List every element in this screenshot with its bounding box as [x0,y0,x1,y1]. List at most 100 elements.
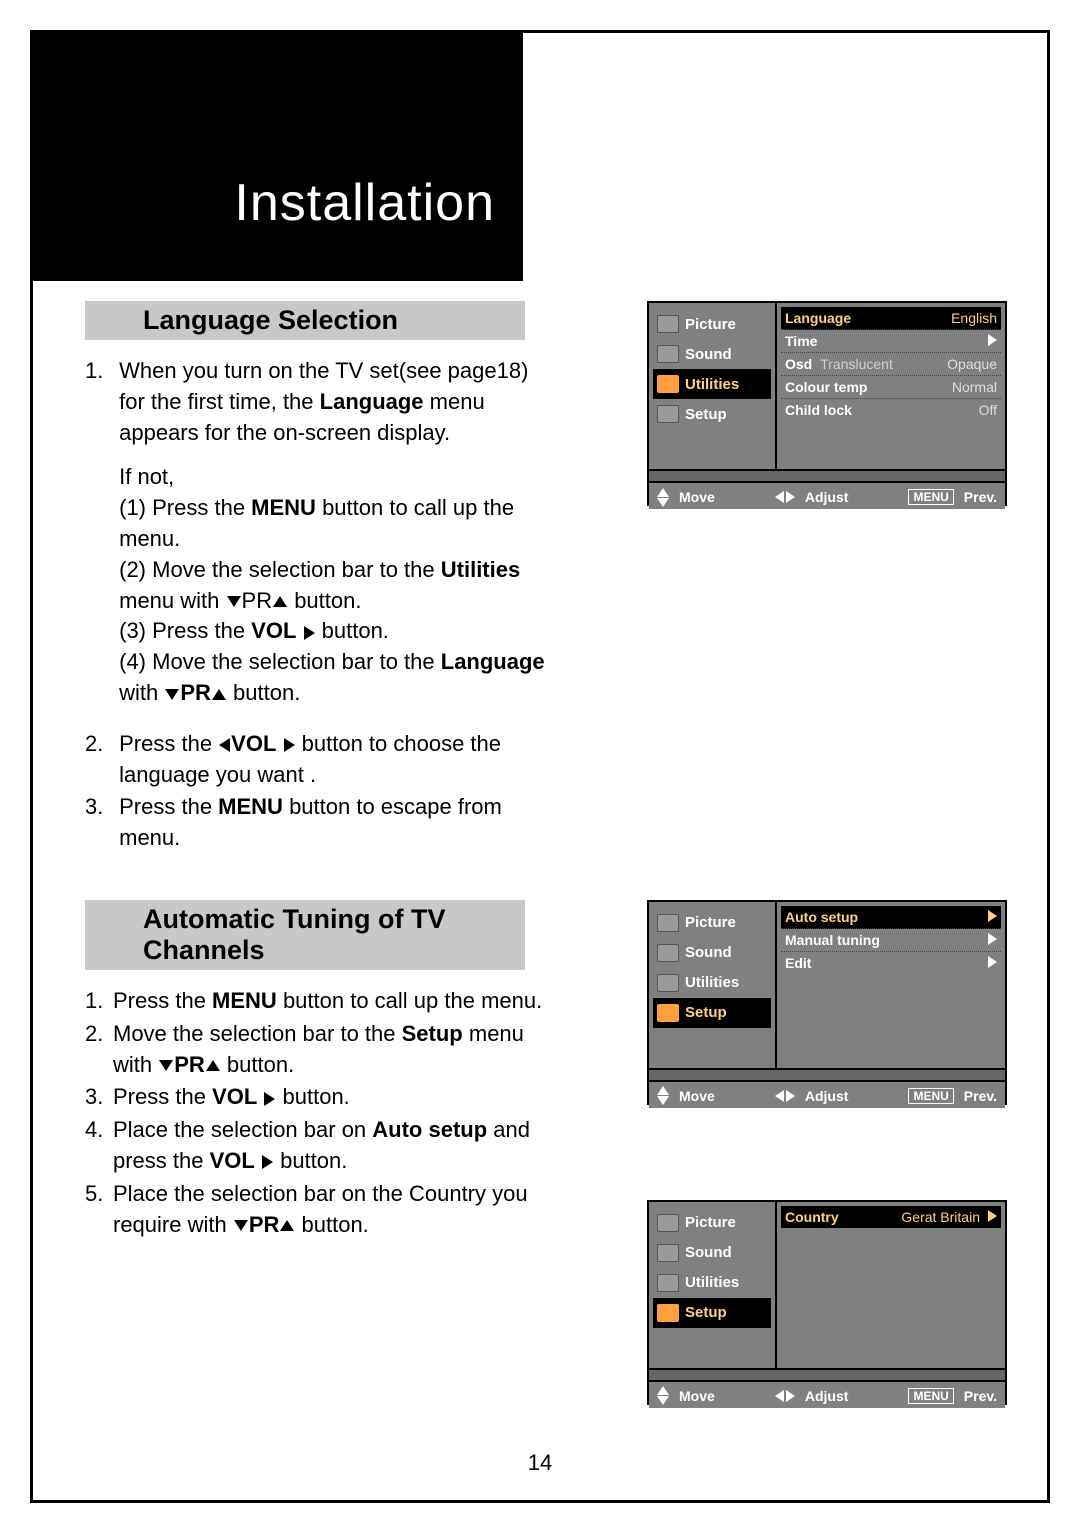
step-number: 2. [85,729,113,760]
osd-row-colour-temp[interactable]: Colour tempNormal [781,376,1001,399]
right-triangle-icon [988,1210,997,1222]
footer-prev-label: Prev. [964,1088,997,1104]
page-title: Installation [234,173,495,233]
section-heading: Language Selection [85,301,525,340]
updown-arrows-icon [657,1386,669,1405]
osd-stripe [649,1368,1005,1380]
down-triangle-icon [159,1060,173,1071]
osd-row-language[interactable]: LanguageEnglish [781,307,1001,330]
utilities-icon [657,375,679,393]
updown-arrows-icon [657,488,669,507]
up-triangle-icon [212,689,226,700]
footer-adjust-label: Adjust [805,489,849,505]
up-triangle-icon [280,1220,294,1231]
right-triangle-icon [304,626,315,640]
footer-move-label: Move [679,489,715,505]
osd-row-child-lock[interactable]: Child lockOff [781,399,1001,421]
osd-footer: Move Adjust MENU Prev. [649,481,1005,509]
section-auto-tuning: Automatic Tuning of TV Channels 1.Press … [85,900,1007,1240]
footer-menu-box: MENU [908,1388,953,1404]
footer-adjust-label: Adjust [805,1088,849,1104]
utilities-icon [657,1274,679,1292]
footer-prev-label: Prev. [964,1388,997,1404]
page-frame: Installation Language Selection 1. When … [30,30,1050,1503]
osd-tab-utilities[interactable]: Utilities [653,968,771,998]
picture-icon [657,315,679,333]
list-item: 4.Place the selection bar on Auto setup … [85,1115,1007,1177]
step-text: Press the MENU button to escape from men… [119,792,549,854]
section-heading: Automatic Tuning of TV Channels [85,900,525,970]
right-triangle-icon [988,956,997,968]
osd-tab-sound[interactable]: Sound [653,339,771,369]
osd-row-edit[interactable]: Edit [781,952,1001,974]
utilities-icon [657,974,679,992]
setup-icon [657,1304,679,1322]
osd-tab-sound[interactable]: Sound [653,938,771,968]
section-language-selection: Language Selection 1. When you turn on t… [85,301,1007,854]
right-triangle-icon [262,1155,273,1169]
step-text: Press the VOL button to choose the langu… [119,729,549,791]
right-triangle-icon [264,1092,275,1106]
header-black-box: Installation [33,33,523,281]
if-not-text: If not, [119,464,174,489]
footer-move-label: Move [679,1088,715,1104]
down-triangle-icon [227,596,241,607]
setup-icon [657,405,679,423]
osd-row-auto-setup[interactable]: Auto setup [781,906,1001,929]
picture-icon [657,1214,679,1232]
footer-move-label: Move [679,1388,715,1404]
osd-tab-utilities[interactable]: Utilities [653,1268,771,1298]
osd-panel-setup: Picture Sound Utilities Setup Auto setup… [647,900,1007,1105]
osd-row-country[interactable]: CountryGerat Britain [781,1206,1001,1228]
sublist: (1) Press the MENU button to call up the… [119,493,549,709]
footer-adjust-label: Adjust [805,1388,849,1404]
osd-right-panel: Auto setup Manual tuning Edit [777,902,1005,1068]
osd-body: Picture Sound Utilities Setup Auto setup… [649,902,1005,1068]
sound-icon [657,944,679,962]
osd-stripe [649,1068,1005,1080]
sound-icon [657,1244,679,1262]
osd-footer: Move Adjust MENU Prev. [649,1380,1005,1408]
osd-panel-utilities: Picture Sound Utilities Setup LanguageEn… [647,301,1007,506]
down-triangle-icon [234,1220,248,1231]
down-triangle-icon [165,689,179,700]
step-number: 3. [85,792,113,823]
osd-panel-country: Picture Sound Utilities Setup CountryGer… [647,1200,1007,1405]
picture-icon [657,914,679,932]
osd-tab-sound[interactable]: Sound [653,1238,771,1268]
step-number: 1. [85,356,113,387]
osd-stripe [649,469,1005,481]
osd-row-manual-tuning[interactable]: Manual tuning [781,929,1001,952]
osd-tab-setup[interactable]: Setup [653,1298,771,1328]
sound-icon [657,345,679,363]
list-item: 3. Press the MENU button to escape from … [85,792,1007,854]
page-number: 14 [33,1450,1047,1476]
leftright-arrows-icon [775,491,795,503]
osd-body: Picture Sound Utilities Setup LanguageEn… [649,303,1005,469]
right-triangle-icon [988,933,997,945]
osd-tab-picture[interactable]: Picture [653,1208,771,1238]
osd-body: Picture Sound Utilities Setup CountryGer… [649,1202,1005,1368]
step-text: When you turn on the TV set(see page18) … [119,356,549,709]
list-item: 2. Press the VOL button to choose the la… [85,729,1007,791]
setup-icon [657,1004,679,1022]
right-triangle-icon [988,334,997,346]
leftright-arrows-icon [775,1390,795,1402]
osd-right-panel: LanguageEnglish Time OsdTranslucentOpaqu… [777,303,1005,469]
osd-tab-setup[interactable]: Setup [653,998,771,1028]
up-triangle-icon [273,596,287,607]
osd-tab-list: Picture Sound Utilities Setup [649,902,777,1068]
footer-menu-box: MENU [908,489,953,505]
up-triangle-icon [206,1060,220,1071]
updown-arrows-icon [657,1086,669,1105]
footer-prev-label: Prev. [964,489,997,505]
right-triangle-icon [988,910,997,922]
osd-tab-picture[interactable]: Picture [653,309,771,339]
osd-row-time[interactable]: Time [781,330,1001,353]
osd-tab-utilities[interactable]: Utilities [653,369,771,399]
osd-row-osd[interactable]: OsdTranslucentOpaque [781,353,1001,376]
right-triangle-icon [284,738,295,752]
osd-tab-picture[interactable]: Picture [653,908,771,938]
osd-tab-setup[interactable]: Setup [653,399,771,429]
leftright-arrows-icon [775,1090,795,1102]
